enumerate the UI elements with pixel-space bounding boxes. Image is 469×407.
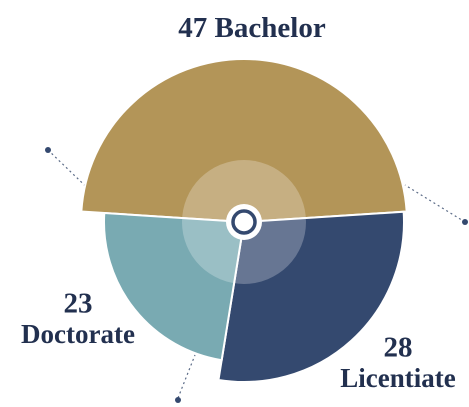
slice-value: 47 (178, 12, 207, 44)
leader-line (177, 354, 196, 399)
leader-dot (462, 219, 468, 225)
slice-name: Doctorate (21, 319, 135, 349)
pie-slice (217, 210, 405, 383)
center-icon (231, 209, 257, 235)
pie-slice (80, 58, 408, 224)
leader-line (404, 184, 466, 223)
slice-name: Bachelor (215, 12, 326, 44)
slice-name: Licentiate (340, 363, 455, 393)
leader-dot (45, 147, 51, 153)
leader-dot (175, 397, 181, 403)
slice-label: 47 Bachelor (178, 12, 326, 44)
slice-value: 28 (384, 332, 413, 364)
slice-value: 23 (64, 288, 93, 320)
pie-slice (103, 211, 246, 362)
pie (80, 58, 408, 383)
